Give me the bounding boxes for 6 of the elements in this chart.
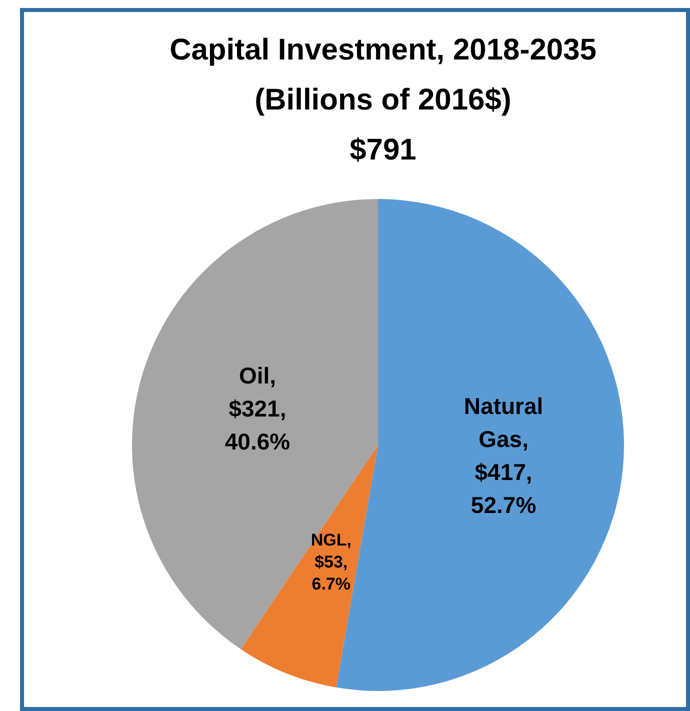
text: $791 [350, 134, 416, 166]
chart-title: Capital Investment, 2018-2035 [170, 34, 596, 66]
chart-subtitle: (Billions of 2016$) [254, 84, 512, 116]
slice-label: NGL, $53, 6.7% [310, 530, 352, 594]
slice-label: Natural Gas, $417, 52.7% [464, 393, 544, 518]
slice-label: Oil, $321, 40.6% [224, 362, 290, 454]
